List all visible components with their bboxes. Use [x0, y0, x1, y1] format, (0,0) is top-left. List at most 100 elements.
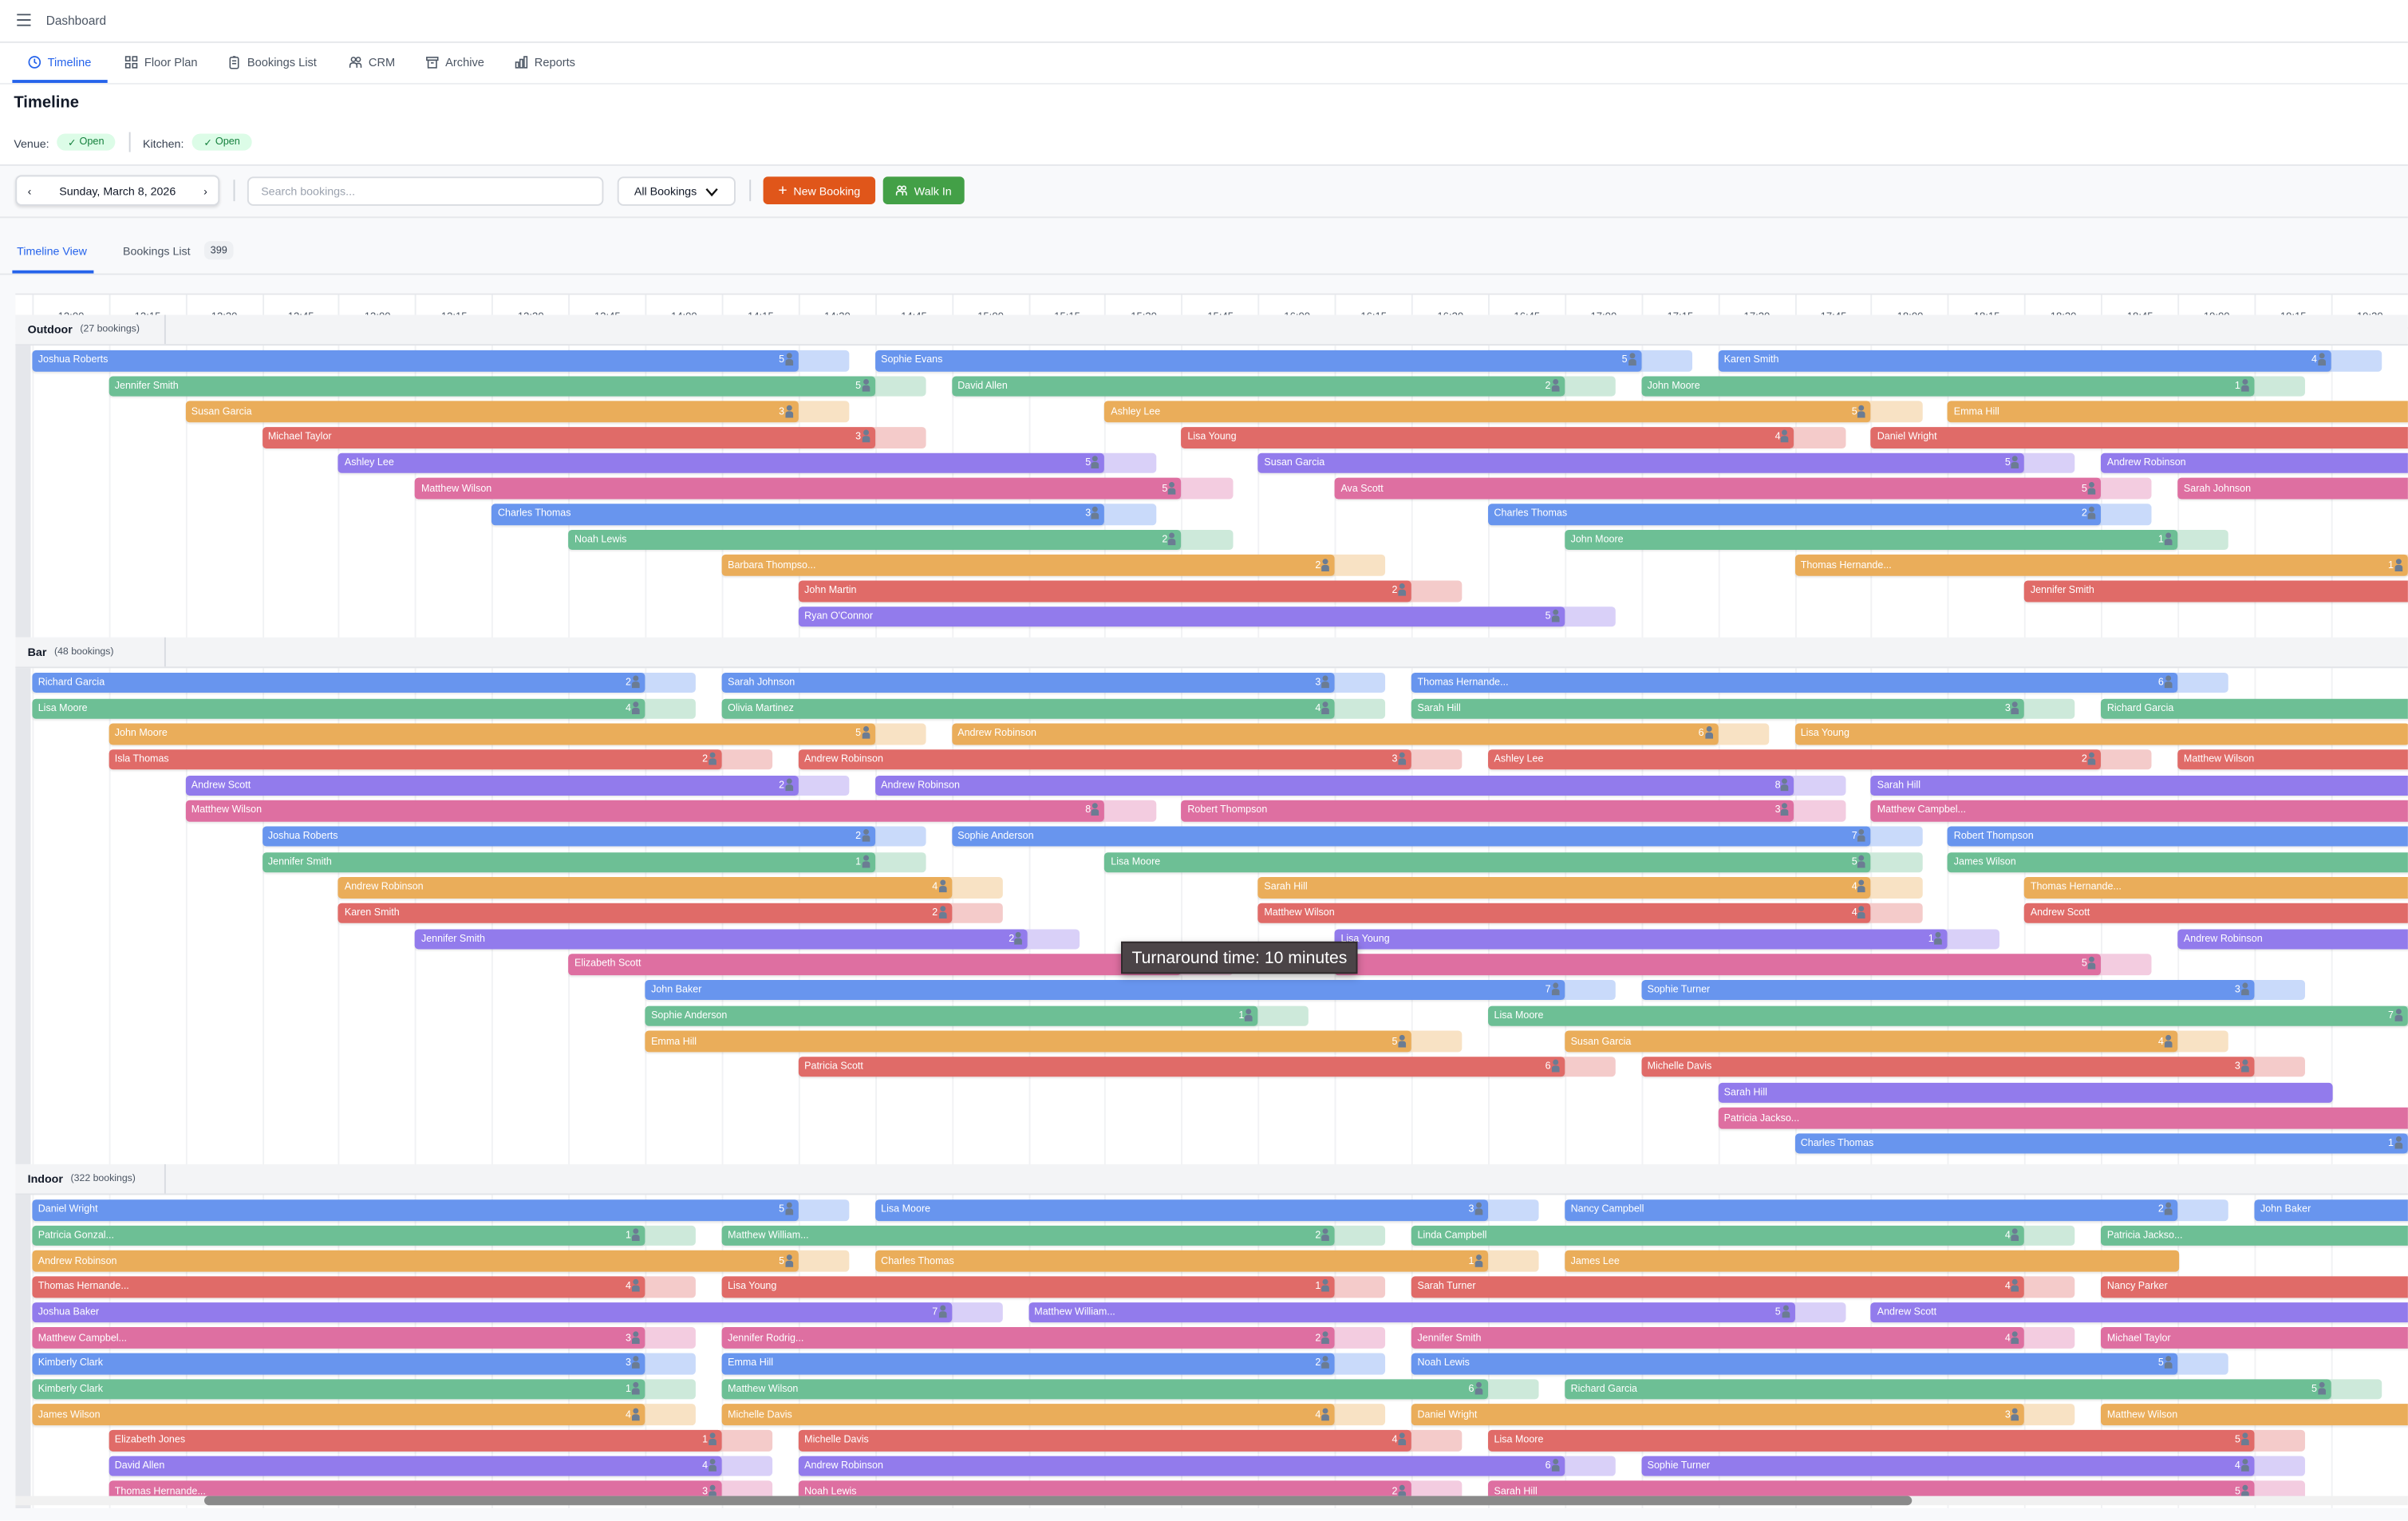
booking-bar[interactable]: Emma Hill 2	[721, 1353, 1335, 1374]
booking-bar[interactable]: Andrew Robinson 4	[338, 877, 952, 899]
booking-bar[interactable]: Lisa Moore 5	[1487, 1430, 2255, 1452]
booking-filter-select[interactable]: All Bookings	[617, 176, 736, 206]
booking-bar[interactable]: Richard Garcia 2	[32, 672, 645, 693]
booking-bar[interactable]: Richard Garcia	[2101, 697, 2408, 719]
booking-bar[interactable]: Jennifer Smith 4	[1411, 1327, 2025, 1349]
booking-bar[interactable]: Sophie Anderson 1	[645, 1005, 1258, 1026]
booking-bar[interactable]: Charles Thomas 1	[1794, 1133, 2408, 1155]
booking-bar[interactable]: Jennifer Smith 2	[415, 928, 1028, 950]
booking-bar[interactable]: Charles Thomas 1	[874, 1250, 1488, 1272]
booking-bar[interactable]: Jennifer Rodrig... 2	[721, 1327, 1335, 1349]
new-booking-button[interactable]: + New Booking	[763, 176, 876, 204]
booking-bar[interactable]: Sarah Hill 4	[1257, 877, 1872, 899]
booking-bar[interactable]: Lisa Moore 5	[1104, 851, 1872, 873]
breadcrumb-dashboard[interactable]: Dashboard	[45, 14, 107, 28]
booking-bar[interactable]: Daniel Wright	[1871, 427, 2408, 448]
booking-bar[interactable]: Daniel Wright 5	[32, 1199, 799, 1221]
booking-bar[interactable]: Andrew Robinson 8	[874, 775, 1794, 796]
booking-bar[interactable]: Andrew Robinson 6	[798, 1456, 1565, 1477]
booking-bar[interactable]: Matthew Wilson	[2101, 1404, 2408, 1426]
booking-bar[interactable]: Karen Smith 4	[1717, 350, 2331, 371]
booking-bar[interactable]: Sarah Turner 4	[1411, 1276, 2025, 1298]
booking-bar[interactable]: John Moore 1	[1640, 375, 2255, 397]
booking-bar[interactable]: Matthew William... 5	[1028, 1302, 1795, 1323]
booking-bar[interactable]: Sophie Turner 3	[1640, 979, 2255, 1001]
tab-bookings-list-view[interactable]: Bookings List	[122, 244, 191, 259]
booking-bar[interactable]: Sarah Johnson 3	[721, 672, 1335, 693]
booking-bar[interactable]: Patricia Jackso...	[2101, 1225, 2408, 1246]
booking-bar[interactable]: Michelle Davis 4	[798, 1430, 1411, 1452]
booking-bar[interactable]: Lisa Young	[1794, 723, 2408, 745]
booking-bar[interactable]: Susan Garcia 5	[1257, 452, 2025, 474]
booking-bar[interactable]: Matthew Wilson 4	[1257, 903, 1872, 924]
booking-bar[interactable]: Ashley Lee 2	[1487, 749, 2102, 770]
date-picker[interactable]: ‹ Sunday, March 8, 2026 ›	[15, 175, 220, 206]
booking-bar[interactable]: Thomas Hernande... 4	[32, 1276, 645, 1298]
booking-bar[interactable]: Andrew Robinson	[2177, 928, 2408, 950]
horizontal-scrollbar[interactable]	[15, 1495, 2408, 1506]
booking-bar[interactable]: Ryan O'Connor 5	[798, 606, 1565, 627]
booking-bar[interactable]: Robert Thompson 3	[1181, 800, 1794, 822]
booking-bar[interactable]: Andrew Scott 2	[185, 775, 799, 796]
booking-bar[interactable]: Ashley Lee 5	[338, 452, 1105, 474]
booking-bar[interactable]: Matthew Wilson	[2177, 749, 2408, 770]
booking-bar[interactable]: Michelle Davis 4	[721, 1404, 1335, 1426]
search-input[interactable]: Search bookings...	[247, 176, 604, 206]
booking-bar[interactable]: James Lee	[1564, 1250, 2179, 1272]
booking-bar[interactable]: Richard Garcia 5	[1564, 1378, 2331, 1400]
booking-bar[interactable]: Kimberly Clark 3	[32, 1353, 645, 1374]
booking-bar[interactable]: Nancy Parker	[2101, 1276, 2408, 1298]
booking-bar[interactable]: James Wilson	[1948, 851, 2408, 873]
booking-bar[interactable]: Joshua Baker 7	[32, 1302, 952, 1323]
booking-bar[interactable]: Ashley Lee 5	[1104, 401, 1872, 422]
booking-bar[interactable]: Thomas Hernande... 6	[1411, 672, 2178, 693]
booking-bar[interactable]: Linda Campbell 4	[1411, 1225, 2025, 1246]
booking-bar[interactable]: Andrew Robinson 6	[951, 723, 1718, 745]
booking-bar[interactable]: Joshua Roberts 5	[32, 350, 799, 371]
booking-bar[interactable]: Matthew Wilson 5	[415, 478, 1182, 500]
booking-bar[interactable]: Charles Thomas 3	[491, 504, 1105, 525]
booking-bar[interactable]: Susan Garcia 3	[185, 401, 799, 422]
booking-bar[interactable]: Elizabeth Jones 1	[109, 1430, 722, 1452]
booking-bar[interactable]: Sarah Johnson	[2177, 478, 2408, 500]
tab-timeline[interactable]: Timeline	[28, 55, 91, 69]
booking-bar[interactable]: Michael Taylor 3	[262, 427, 875, 448]
booking-bar[interactable]: Sophie Turner 4	[1640, 1456, 2255, 1477]
booking-bar[interactable]: Charles Thomas 2	[1487, 504, 2102, 525]
hamburger-icon[interactable]	[17, 14, 31, 26]
booking-bar[interactable]: Robert Thompson	[1948, 826, 2408, 847]
booking-bar[interactable]: Patricia Gonzal... 1	[32, 1225, 645, 1246]
booking-bar[interactable]: Jennifer Smith 1	[262, 851, 875, 873]
booking-bar[interactable]: Sophie Anderson 7	[951, 826, 1872, 847]
booking-bar[interactable]: David Allen 2	[951, 375, 1565, 397]
tab-archive[interactable]: Archive	[425, 55, 484, 69]
booking-bar[interactable]: Jennifer Smith 5	[109, 375, 875, 397]
chevron-left-icon[interactable]: ‹	[27, 184, 32, 198]
booking-bar[interactable]: Matthew William... 2	[721, 1225, 1335, 1246]
booking-bar[interactable]: John Moore 1	[1564, 529, 2178, 551]
scrollbar-thumb[interactable]	[203, 1495, 1913, 1506]
booking-bar[interactable]: Sarah Hill 3	[1411, 697, 2025, 719]
chevron-right-icon[interactable]: ›	[203, 184, 207, 198]
tab-timeline-view[interactable]: Timeline View	[17, 244, 87, 259]
booking-bar[interactable]: John Moore 5	[109, 723, 875, 745]
booking-bar[interactable]: Sophie Evans 5	[874, 350, 1641, 371]
booking-bar[interactable]: Matthew Campbel... 3	[32, 1327, 645, 1349]
booking-bar[interactable]: Joshua Roberts 2	[262, 826, 875, 847]
booking-bar[interactable]: Michael Taylor	[2101, 1327, 2408, 1349]
booking-bar[interactable]: Emma Hill	[1948, 401, 2408, 422]
booking-bar[interactable]: Lisa Young 1	[721, 1276, 1335, 1298]
booking-bar[interactable]: Noah Lewis 2	[568, 529, 1182, 551]
booking-bar[interactable]: James Wilson 4	[32, 1404, 645, 1426]
booking-bar[interactable]: Matthew Campbel...	[1871, 800, 2408, 822]
booking-bar[interactable]: Andrew Scott	[1871, 1302, 2408, 1323]
booking-bar[interactable]: Sarah Hill	[1871, 775, 2408, 796]
booking-bar[interactable]: Noah Lewis 5	[1411, 1353, 2178, 1374]
booking-bar[interactable]: Elizabeth Scott	[568, 954, 1182, 975]
booking-bar[interactable]: Isla Thomas 2	[109, 749, 722, 770]
booking-bar[interactable]: Jennifer Smith	[2024, 580, 2408, 602]
tab-bookings-list[interactable]: Bookings List	[227, 55, 317, 69]
booking-bar[interactable]: Thomas Hernande...	[2024, 877, 2408, 899]
tab-floor-plan[interactable]: Floor Plan	[124, 55, 198, 69]
booking-bar[interactable]: Andrew Robinson 5	[32, 1250, 799, 1272]
